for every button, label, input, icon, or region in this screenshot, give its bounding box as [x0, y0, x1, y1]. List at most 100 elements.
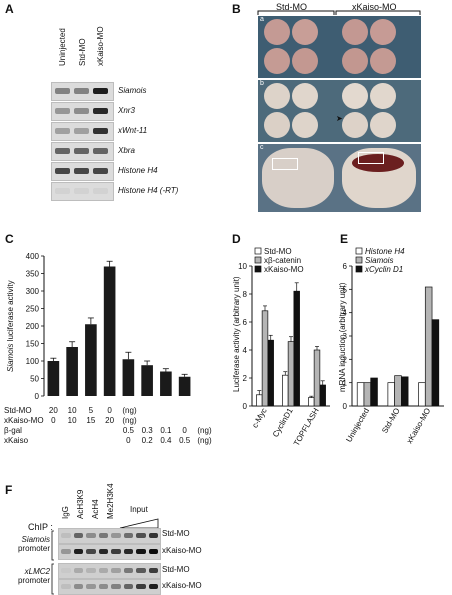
gel-band: [123, 549, 133, 554]
photo-row-c: c: [258, 144, 421, 212]
gene-label-xnr3: Xnr3: [118, 106, 135, 115]
siamois-promoter-label: Siamois promoter: [17, 535, 50, 553]
condition-value: 0: [107, 406, 112, 415]
y-tick-label: 5: [343, 285, 348, 294]
xlmc2-promoter-label: xLMC2 promoter: [17, 567, 50, 585]
gel-strip: [51, 82, 114, 101]
gel-strip: [51, 142, 114, 161]
legend-label: xKaiso-MO: [264, 265, 304, 274]
gene-label-xbra: Xbra: [118, 146, 135, 155]
gel-band: [93, 108, 108, 114]
gel-strip: [58, 528, 161, 544]
embryo: [264, 83, 290, 109]
legend-label: xβ-catenin: [264, 256, 301, 265]
row-label-xkaiso-mo: xKaiso-MO: [162, 546, 202, 555]
y-tick-label: 200: [26, 322, 40, 331]
gel-band: [73, 584, 83, 589]
y-tick-label: 3: [343, 332, 348, 341]
y-tick-label: 6: [243, 318, 248, 327]
embryo: [264, 48, 290, 74]
row-label-std-mo: Std-MO: [162, 529, 190, 538]
bar: [47, 361, 60, 396]
gel-band: [136, 568, 146, 573]
y-tick-label: 10: [238, 262, 247, 271]
inset-box: [272, 158, 298, 170]
bar: [160, 371, 172, 396]
bar: [370, 377, 378, 407]
condition-row-label: xKaiso: [4, 436, 29, 445]
y-tick-label: 2: [343, 355, 348, 364]
embryo: [370, 48, 396, 74]
y-tick-label: 250: [26, 305, 40, 314]
gel-strip: [51, 102, 114, 121]
arrowhead-icon: ➤: [336, 114, 343, 123]
photo-letter-a: a: [260, 16, 264, 23]
embryo: [292, 48, 318, 74]
legend-swatch: [355, 256, 363, 264]
gel-band: [55, 168, 70, 174]
panel-d-label: D: [232, 232, 241, 246]
gel-band: [136, 549, 146, 554]
chip-label: ChIP :: [28, 522, 53, 532]
gel-band: [74, 188, 89, 194]
condition-value: (ng): [122, 406, 137, 415]
gel-strip: [51, 182, 114, 201]
embryo: [292, 19, 318, 45]
gel-strip: [51, 122, 114, 141]
condition-value: 0: [182, 426, 187, 435]
embryo: [292, 83, 318, 109]
condition-value: 20: [105, 416, 115, 425]
y-tick-label: 400: [26, 252, 40, 261]
panel-e-label: E: [340, 232, 349, 246]
condition-value: (ng): [122, 416, 137, 425]
y-tick-label: 6: [343, 262, 348, 271]
row-label-xkaiso-mo: xKaiso-MO: [162, 581, 202, 590]
condition-value: 0: [126, 436, 131, 445]
gene-label-histone-h4-rt-: Histone H4 (-RT): [118, 186, 179, 195]
condition-value: 0.5: [179, 436, 191, 445]
panel-a-label: A: [5, 2, 14, 16]
gel-band: [61, 533, 71, 538]
gel-band: [93, 188, 108, 194]
gel-band: [55, 188, 70, 194]
embryo: [342, 19, 368, 45]
legend-swatch: [254, 265, 262, 273]
gel-band: [111, 584, 121, 589]
gel-band: [93, 128, 108, 134]
gene-label-histone-h4: Histone H4: [118, 166, 158, 175]
gel-band: [111, 533, 121, 538]
gel-band: [61, 549, 71, 554]
y-tick-label: 4: [243, 346, 248, 355]
bar: [178, 376, 191, 396]
y-tick-label: 1: [343, 379, 348, 388]
gel-band: [136, 584, 146, 589]
embryo: [264, 19, 290, 45]
legend-swatch: [355, 265, 363, 273]
gel-strip: [58, 544, 161, 560]
embryo: [342, 48, 368, 74]
gel-band: [61, 568, 71, 573]
y-tick-label: 150: [26, 340, 40, 349]
gel-band: [93, 168, 108, 174]
gel-band: [93, 148, 108, 154]
legend-label: Std-MO: [264, 247, 292, 256]
gene-label-xwnt-11: xWnt-11: [118, 126, 148, 135]
gel-band: [86, 568, 96, 573]
y-tick-label: 0: [35, 392, 40, 401]
gel-band: [86, 584, 96, 589]
embryo: [370, 83, 396, 109]
condition-value: 5: [88, 406, 94, 415]
embryo: [370, 112, 396, 138]
gel-strip: [58, 563, 161, 579]
y-tick-label: 300: [26, 287, 40, 296]
gel-band: [98, 568, 108, 573]
photo-letter-b: b: [260, 80, 264, 87]
gel-band: [55, 128, 70, 134]
y-tick-label: 2: [243, 374, 248, 383]
y-tick-label: 100: [26, 357, 40, 366]
group-label-xkaiso-mo: xKaiso-MO: [352, 2, 397, 12]
